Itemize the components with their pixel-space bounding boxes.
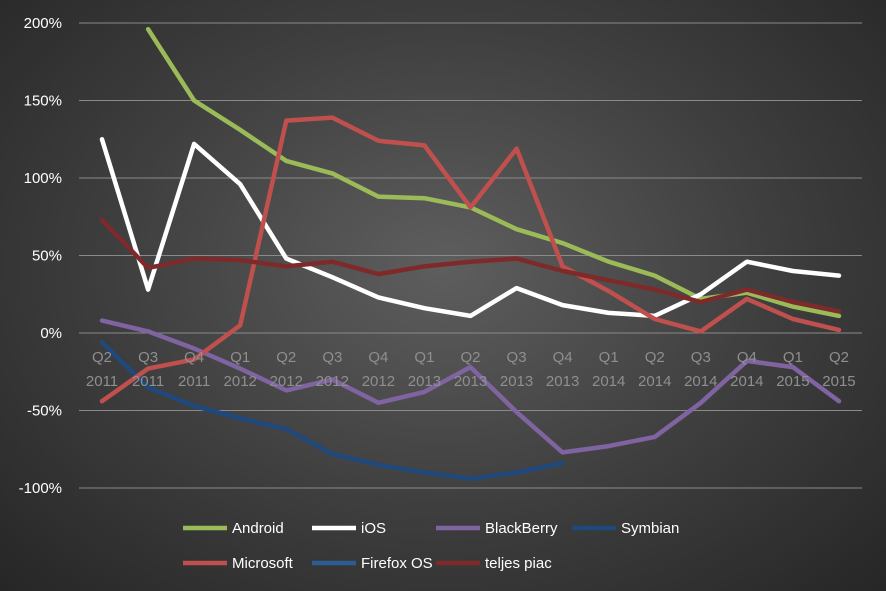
x-tick-quarter: Q2	[276, 349, 296, 366]
x-tick-quarter: Q3	[322, 349, 342, 366]
x-tick-quarter: Q2	[645, 349, 665, 366]
x-tick-year: 2012	[270, 373, 303, 390]
x-tick-year: 2014	[592, 373, 625, 390]
x-tick-year: 2011	[132, 373, 164, 390]
x-tick-year: 2012	[316, 373, 349, 390]
x-axis-ticks: Q2 2011 Q3 2011 Q4 2011 Q1 2012 Q2 2012 Q3 2012 Q4 20…	[86, 349, 856, 390]
x-tick-year: 2014	[684, 373, 717, 390]
series-line-ios	[99, 137, 842, 319]
x-tick-year: 2014	[730, 373, 763, 390]
x-tick-quarter: Q1	[230, 349, 250, 366]
x-tick-quarter: Q1	[599, 349, 619, 366]
x-tick-quarter: Q3	[507, 349, 527, 366]
series-line-symbian	[99, 340, 565, 481]
series-line-blackberry	[99, 318, 842, 455]
x-tick-year: 2012	[224, 373, 257, 390]
y-tick-label: 150%	[24, 93, 62, 110]
x-tick-quarter: Q2	[460, 349, 480, 366]
x-tick-quarter: Q1	[783, 349, 803, 366]
series-lines	[99, 26, 842, 481]
y-tick-label: 100%	[24, 170, 62, 187]
legend-label: BlackBerry	[485, 520, 558, 537]
series-line-microsoft	[99, 115, 842, 404]
y-tick-label: 0%	[40, 325, 62, 342]
x-tick-quarter: Q4	[737, 349, 757, 366]
legend-label: Symbian	[621, 520, 679, 537]
x-tick-quarter: Q2	[92, 349, 112, 366]
series-line-teljes-piac	[99, 217, 842, 314]
x-tick-year: 2013	[454, 373, 487, 390]
x-tick-year: 2012	[362, 373, 395, 390]
y-tick-label: -100%	[19, 480, 62, 497]
legend-label: Android	[232, 520, 284, 537]
x-tick-year: 2011	[86, 373, 118, 390]
x-tick-quarter: Q3	[138, 349, 158, 366]
x-tick-quarter: Q4	[184, 349, 204, 366]
x-tick-quarter: Q4	[368, 349, 388, 366]
x-tick-year: 2014	[638, 373, 671, 390]
x-tick-quarter: Q1	[414, 349, 434, 366]
legend: Android iOS BlackBerry Symbian Microsoft Fire…	[183, 520, 679, 572]
y-axis-ticks: 200% 150% 100% 50% 0% -50% -100%	[19, 15, 62, 497]
legend-label: teljes piac	[485, 555, 552, 572]
legend-label: Firefox OS	[361, 555, 433, 572]
x-tick-year: 2013	[408, 373, 441, 390]
y-tick-label: 200%	[24, 15, 62, 32]
x-tick-year: 2013	[500, 373, 533, 390]
x-tick-quarter: Q4	[553, 349, 573, 366]
y-tick-label: -50%	[27, 403, 62, 420]
x-tick-quarter: Q2	[829, 349, 849, 366]
legend-label: Microsoft	[232, 555, 294, 572]
x-tick-year: 2011	[178, 373, 210, 390]
x-tick-year: 2015	[822, 373, 855, 390]
gridlines	[79, 22, 862, 489]
x-tick-quarter: Q3	[691, 349, 711, 366]
legend-label: iOS	[361, 520, 386, 537]
x-tick-year: 2013	[546, 373, 579, 390]
y-tick-label: 50%	[32, 248, 62, 265]
x-tick-year: 2015	[776, 373, 809, 390]
